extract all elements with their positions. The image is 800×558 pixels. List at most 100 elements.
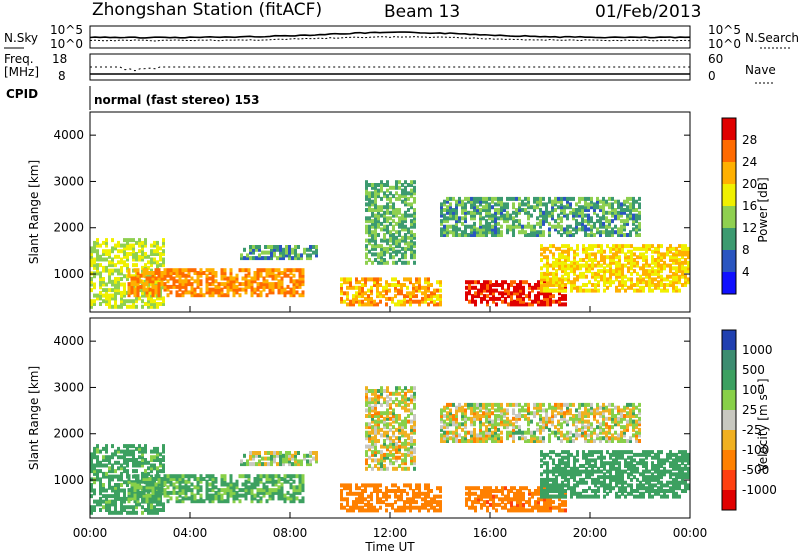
- power-cell: [585, 289, 588, 293]
- velocity-cell: [105, 464, 108, 468]
- power-cell: [654, 247, 657, 251]
- power-cell: [513, 280, 516, 284]
- power-cell: [294, 245, 297, 249]
- velocity-cell: [383, 417, 386, 421]
- velocity-cell: [257, 499, 260, 503]
- power-cell: [666, 289, 669, 293]
- velocity-cell: [398, 386, 401, 390]
- power-cell: [648, 264, 651, 268]
- power-cell: [386, 261, 389, 265]
- power-cell: [554, 225, 557, 229]
- power-cell: [120, 266, 123, 270]
- power-cell: [536, 230, 539, 234]
- power-cell: [297, 253, 300, 257]
- velocity-cell: [376, 508, 379, 512]
- power-cell: [485, 219, 488, 223]
- power-cell: [170, 290, 173, 294]
- power-cell: [513, 286, 516, 290]
- power-cell: [401, 189, 404, 193]
- velocity-cell: [249, 462, 252, 466]
- power-cell: [654, 269, 657, 273]
- power-cell: [473, 222, 476, 226]
- power-cell: [524, 208, 527, 212]
- power-cell: [651, 277, 654, 281]
- power-cell: [111, 269, 114, 273]
- power-cell: [135, 305, 138, 309]
- power-cell: [395, 236, 398, 240]
- power-cell: [388, 289, 391, 293]
- power-cell: [552, 261, 555, 265]
- power-cell: [395, 250, 398, 254]
- velocity-cell: [364, 497, 367, 501]
- power-cell: [400, 300, 403, 304]
- colorbar-tick-label: 8: [742, 243, 750, 257]
- velocity-cell: [365, 458, 368, 462]
- power-cell: [509, 214, 512, 218]
- power-cell: [385, 297, 388, 301]
- power-cell: [386, 225, 389, 229]
- velocity-cell: [512, 403, 515, 407]
- power-cell: [573, 277, 576, 281]
- power-cell: [135, 252, 138, 256]
- power-cell: [141, 241, 144, 245]
- power-cell: [343, 277, 346, 281]
- power-cell: [627, 266, 630, 270]
- power-cell: [669, 244, 672, 248]
- velocity-cell: [530, 420, 533, 424]
- power-cell: [489, 280, 492, 284]
- power-cell: [224, 282, 227, 286]
- power-cell: [380, 214, 383, 218]
- velocity-cell: [309, 459, 312, 463]
- power-cell: [636, 289, 639, 293]
- velocity-cell: [371, 425, 374, 429]
- velocity-cell: [221, 488, 224, 492]
- power-cell: [486, 300, 489, 304]
- velocity-cell: [137, 474, 140, 478]
- power-cell: [389, 205, 392, 209]
- power-cell: [306, 248, 309, 252]
- velocity-cell: [380, 420, 383, 424]
- velocity-cell: [638, 417, 641, 421]
- power-cell: [672, 272, 675, 276]
- velocity-cell: [309, 451, 312, 455]
- power-cell: [401, 236, 404, 240]
- power-cell: [522, 286, 525, 290]
- velocity-cell: [99, 450, 102, 454]
- velocity-cell: [632, 403, 635, 407]
- power-cell: [410, 230, 413, 234]
- velocity-cell: [141, 505, 144, 509]
- power-cell: [108, 260, 111, 264]
- velocity-cell: [388, 489, 391, 493]
- velocity-cell: [377, 411, 380, 415]
- power-cell: [427, 302, 430, 306]
- power-cell: [407, 214, 410, 218]
- power-cell: [525, 280, 528, 284]
- velocity-cell: [206, 474, 209, 478]
- velocity-cell: [524, 408, 527, 412]
- velocity-cell: [599, 436, 602, 440]
- power-cell: [346, 277, 349, 281]
- velocity-cell: [620, 425, 623, 429]
- power-cell: [545, 202, 548, 206]
- power-cell: [120, 244, 123, 248]
- velocity-cell: [365, 431, 368, 435]
- velocity-cell: [515, 403, 518, 407]
- power-cell: [398, 230, 401, 234]
- velocity-cell: [108, 500, 111, 504]
- power-cell: [684, 275, 687, 279]
- power-cell: [582, 258, 585, 262]
- power-cell: [376, 277, 379, 281]
- velocity-cell: [480, 489, 483, 493]
- velocity-cell: [114, 450, 117, 454]
- velocity-cell: [404, 439, 407, 443]
- power-cell: [591, 258, 594, 262]
- power-cell: [421, 291, 424, 295]
- velocity-cell: [617, 433, 620, 437]
- power-cell: [291, 256, 294, 260]
- velocity-cell: [413, 386, 416, 390]
- velocity-cell: [446, 422, 449, 426]
- power-cell: [249, 245, 252, 249]
- velocity-cell: [278, 485, 281, 489]
- velocity-cell: [212, 494, 215, 498]
- power-cell: [548, 197, 551, 201]
